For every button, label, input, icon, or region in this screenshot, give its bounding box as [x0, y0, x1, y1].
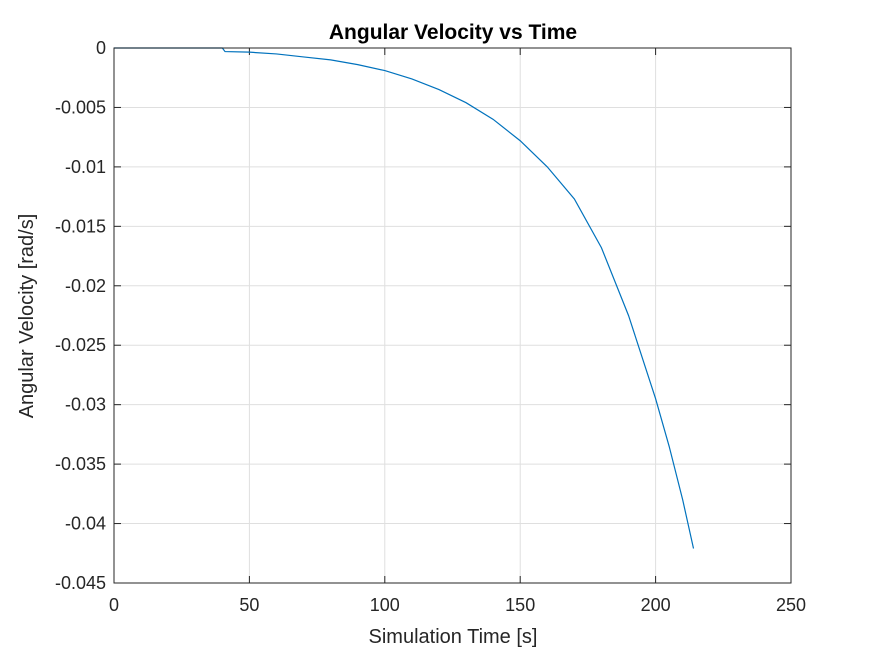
x-tick-label: 50	[239, 595, 259, 615]
y-tick-label: 0	[96, 38, 106, 58]
tick-layer: 0 50 100 150 200 250 0 -0.005 -0.01 -0.015 -0.02 -0…	[55, 38, 806, 615]
series-layer	[114, 47, 695, 549]
x-tick-label: 250	[776, 595, 806, 615]
x-tick-label: 100	[370, 595, 400, 615]
series-line-0	[114, 47, 695, 549]
x-tick-label: 150	[505, 595, 535, 615]
y-tick-label: -0.015	[55, 216, 106, 236]
x-tick-label: 200	[641, 595, 671, 615]
y-axis-label: Angular Velocity [rad/s]	[16, 214, 38, 419]
y-tick-label: -0.005	[55, 97, 106, 117]
y-tick-label: -0.03	[65, 395, 106, 415]
y-tick-label: -0.025	[55, 335, 106, 355]
chart-title: Angular Velocity vs Time	[329, 21, 577, 44]
y-tick-label: -0.045	[55, 573, 106, 593]
y-tick-label: -0.01	[65, 157, 106, 177]
y-tick-label: -0.02	[65, 276, 106, 296]
x-tick-label: 0	[109, 595, 119, 615]
y-tick-label: -0.04	[65, 514, 106, 534]
y-tick-label: -0.035	[55, 454, 106, 474]
axes-box	[113, 47, 792, 584]
x-axis-label: Simulation Time [s]	[369, 626, 538, 648]
grid-layer	[113, 47, 792, 584]
